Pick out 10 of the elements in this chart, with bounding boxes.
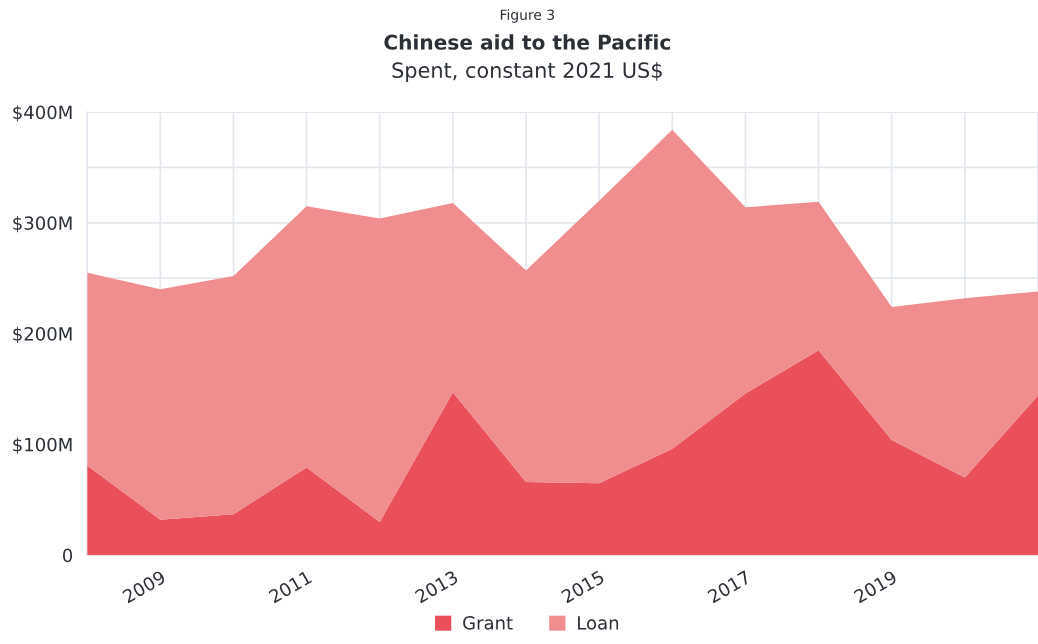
legend-label: Loan (578, 616, 619, 630)
y-tick-label: $200M (13, 326, 72, 344)
y-tick-label: $300M (13, 215, 72, 233)
chart-title: Chinese aid to the Pacific (384, 34, 670, 50)
y-tick-label: 0 (63, 548, 73, 563)
chart-subtitle: Spent, constant 2021 US$ (392, 61, 662, 83)
y-tick-label: $100M (13, 437, 72, 454)
caption: Figure 3 (500, 9, 555, 23)
legend-label: Grant (463, 616, 513, 630)
y-tick-label: $400M (13, 105, 72, 122)
